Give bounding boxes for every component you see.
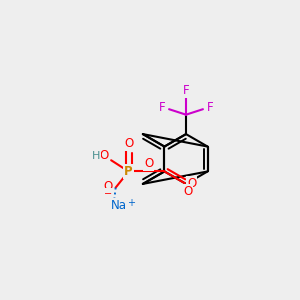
Text: O: O [144, 158, 154, 170]
Text: −: − [104, 189, 112, 199]
Text: +: + [127, 198, 135, 208]
Text: O: O [187, 177, 196, 190]
Text: Na: Na [111, 199, 127, 212]
Text: F: F [207, 101, 213, 114]
Text: O: O [99, 149, 109, 162]
Text: O: O [183, 185, 192, 198]
Text: O: O [124, 137, 133, 150]
Text: F: F [183, 84, 189, 97]
Text: O: O [103, 180, 113, 193]
Text: F: F [159, 101, 165, 114]
Text: H: H [92, 151, 100, 161]
Text: P: P [124, 165, 133, 178]
